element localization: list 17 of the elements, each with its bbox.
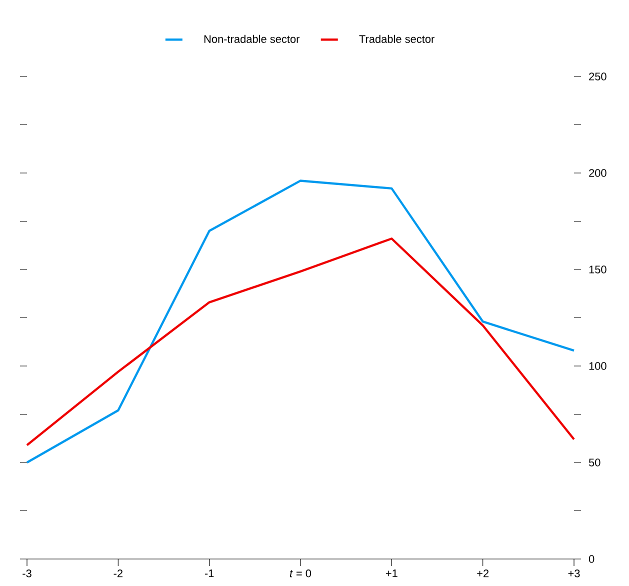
- y-tick-label: 150: [589, 266, 606, 274]
- x-tick-label: +1: [386, 570, 398, 578]
- y-tick-label: 0: [588, 555, 594, 563]
- x-tick-label: -1: [204, 570, 214, 578]
- legend-label: Non-tradable sector: [204, 34, 300, 43]
- x-tick-label: t = 0: [290, 570, 312, 578]
- y-tick-label: 100: [589, 362, 606, 370]
- x-tick-label: -2: [114, 570, 122, 578]
- y-tick-label: 50: [588, 458, 600, 466]
- x-tick-label: -3: [22, 570, 32, 578]
- x-tick-label: +3: [568, 570, 580, 578]
- y-tick-label: 250: [589, 72, 606, 80]
- line-series: [26, 180, 576, 464]
- legend-label: Tradable sector: [359, 34, 434, 43]
- line-series: [26, 238, 576, 446]
- x-tick-label: +2: [477, 570, 489, 578]
- y-tick-label: 200: [589, 169, 606, 177]
